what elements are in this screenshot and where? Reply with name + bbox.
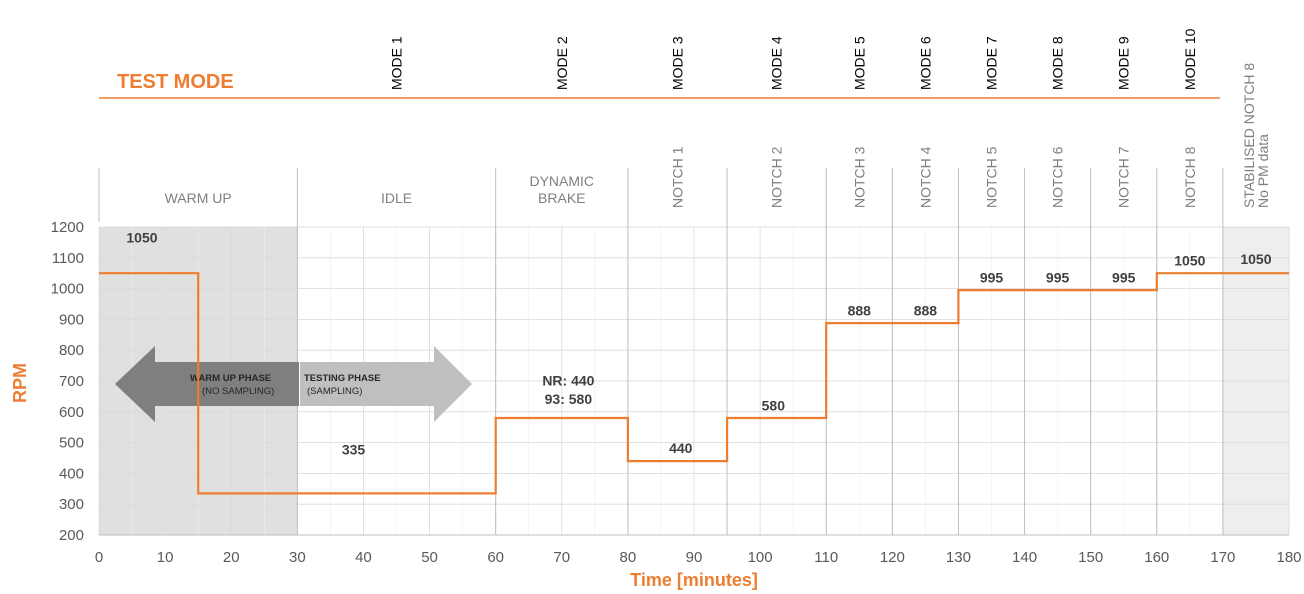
phase-label: BRAKE — [538, 190, 585, 206]
x-tick-label: 90 — [686, 549, 703, 566]
value-label: 1050 — [126, 229, 157, 245]
y-tick-label: 1100 — [52, 250, 84, 267]
mode-label: MODE 7 — [984, 36, 1000, 90]
y-tick-label: 400 — [59, 465, 84, 482]
x-tick-label: 140 — [1012, 549, 1037, 566]
value-label: 995 — [1112, 270, 1136, 286]
mode-label: MODE 1 — [389, 36, 405, 90]
phase-label: No PM data — [1255, 134, 1271, 208]
warm-up-phase-arrow: WARM UP PHASE (NO SAMPLING) — [115, 346, 299, 422]
x-tick-labels: 0 10 20 30 40 50 60 70 80 90 100 110 120 130 140 150 160… — [95, 549, 1302, 566]
phase-label: DYNAMIC — [529, 173, 594, 189]
phase-label: NOTCH 1 — [669, 146, 685, 208]
value-label: 995 — [1046, 270, 1070, 286]
y-tick-label: 1000 — [51, 281, 84, 298]
arrow-testing-sublabel: (SAMPLING) — [307, 386, 362, 397]
value-label: 1050 — [1240, 251, 1271, 267]
x-tick-label: 30 — [289, 549, 306, 566]
phase-label: STABILISED NOTCH 8 — [1241, 63, 1257, 208]
x-axis-title: Time [minutes] — [630, 570, 758, 590]
test-mode-title: TEST MODE — [117, 71, 234, 93]
x-tick-label: 80 — [620, 549, 637, 566]
x-tick-label: 40 — [355, 549, 372, 566]
x-tick-label: 180 — [1276, 549, 1301, 566]
x-tick-label: 100 — [748, 549, 773, 566]
y-tick-label: 600 — [59, 404, 84, 421]
y-tick-label: 200 — [59, 527, 84, 544]
x-tick-label: 170 — [1210, 549, 1235, 566]
mode-label: MODE 8 — [1050, 36, 1066, 90]
x-tick-label: 50 — [421, 549, 438, 566]
y-tick-label: 700 — [59, 373, 84, 390]
x-tick-label: 110 — [814, 549, 838, 566]
x-tick-label: 20 — [223, 549, 240, 566]
mode-labels: MODE 1 MODE 2 MODE 3 MODE 4 MODE 5 MODE 6 MODE… — [389, 28, 1198, 90]
testing-phase-arrow: TESTING PHASE (SAMPLING) — [300, 346, 472, 422]
mode-label: MODE 5 — [851, 36, 867, 90]
x-tick-label: 10 — [157, 549, 174, 566]
value-labels: 1050 335 NR: 440 93: 580 440 580 888 888 995 995 9… — [126, 229, 1271, 457]
y-tick-label: 900 — [59, 311, 84, 328]
arrow-warm-up-sublabel: (NO SAMPLING) — [202, 386, 274, 397]
rpm-series — [99, 272, 1289, 495]
x-tick-label: 70 — [553, 549, 570, 566]
y-tick-label: 1200 — [51, 219, 84, 236]
x-tick-label: 120 — [880, 549, 905, 566]
value-label: 93: 580 — [545, 391, 593, 407]
phase-label: NOTCH 5 — [984, 146, 1000, 208]
value-label: NR: 440 — [542, 373, 594, 389]
value-label: 888 — [914, 302, 938, 318]
arrow-warm-up-label: WARM UP PHASE — [190, 373, 271, 384]
phase-label: NOTCH 8 — [1182, 146, 1198, 208]
y-axis-title: RPM — [10, 363, 30, 403]
mode-label: MODE 6 — [917, 36, 933, 90]
x-tick-label: 0 — [95, 549, 103, 566]
x-tick-label: 60 — [487, 549, 504, 566]
phase-label: NOTCH 6 — [1050, 146, 1066, 208]
value-label: 888 — [848, 302, 872, 318]
value-label: 335 — [342, 441, 366, 457]
y-tick-label: 800 — [59, 342, 84, 359]
value-label: 580 — [762, 398, 786, 414]
mode-label: MODE 3 — [669, 36, 685, 90]
phase-label: NOTCH 4 — [917, 146, 933, 208]
rpm-step-line — [99, 272, 1289, 495]
value-label: 440 — [669, 440, 693, 456]
mode-label: MODE 4 — [769, 36, 785, 90]
value-label: 995 — [980, 270, 1004, 286]
mode-label: MODE 9 — [1116, 36, 1132, 90]
x-tick-label: 160 — [1144, 549, 1169, 566]
mode-label: MODE 2 — [554, 36, 570, 90]
x-tick-label: 150 — [1078, 549, 1103, 566]
mode-label: MODE 10 — [1182, 28, 1198, 90]
phase-label: NOTCH 7 — [1116, 146, 1132, 208]
phase-label: WARM UP — [165, 190, 232, 206]
arrow-testing-label: TESTING PHASE — [304, 373, 381, 384]
phase-label: IDLE — [381, 190, 412, 206]
phase-label: NOTCH 3 — [851, 146, 867, 208]
value-label: 1050 — [1174, 253, 1205, 269]
y-tick-label: 500 — [59, 435, 84, 452]
y-tick-labels: 1200 1100 1000 900 800 700 600 500 400 300 200 — [51, 219, 84, 544]
y-tick-label: 300 — [59, 496, 84, 513]
phase-label: NOTCH 2 — [769, 146, 785, 208]
x-tick-label: 130 — [946, 549, 971, 566]
